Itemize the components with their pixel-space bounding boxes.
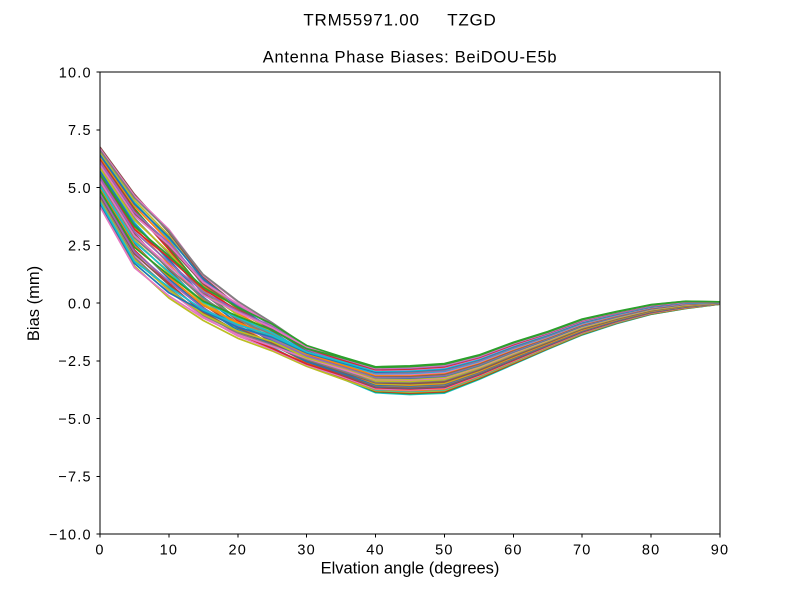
svg-text:−10.0: −10.0 — [49, 527, 92, 543]
svg-text:10.0: 10.0 — [59, 65, 92, 81]
svg-text:7.5: 7.5 — [68, 123, 92, 139]
svg-text:80: 80 — [642, 542, 661, 558]
svg-text:90: 90 — [711, 542, 730, 558]
svg-text:Bias (mm): Bias (mm) — [25, 266, 43, 341]
svg-text:−7.5: −7.5 — [58, 470, 91, 486]
svg-text:50: 50 — [435, 542, 454, 558]
svg-text:Antenna Phase Biases: BeiDOU-E: Antenna Phase Biases: BeiDOU-E5b — [263, 49, 558, 67]
svg-text:0: 0 — [95, 542, 104, 558]
svg-text:20: 20 — [229, 542, 248, 558]
svg-text:10: 10 — [160, 542, 179, 558]
svg-text:40: 40 — [366, 542, 385, 558]
svg-text:Elvation angle (degrees): Elvation angle (degrees) — [321, 560, 500, 578]
svg-text:TRM55971.00 TZGD: TRM55971.00 TZGD — [303, 11, 496, 30]
svg-text:2.5: 2.5 — [68, 239, 92, 255]
svg-text:30: 30 — [297, 542, 316, 558]
svg-text:70: 70 — [573, 542, 592, 558]
svg-text:−2.5: −2.5 — [58, 354, 91, 370]
svg-text:−5.0: −5.0 — [58, 412, 91, 428]
svg-text:0.0: 0.0 — [68, 296, 92, 312]
svg-text:60: 60 — [504, 542, 523, 558]
svg-text:5.0: 5.0 — [68, 181, 92, 197]
